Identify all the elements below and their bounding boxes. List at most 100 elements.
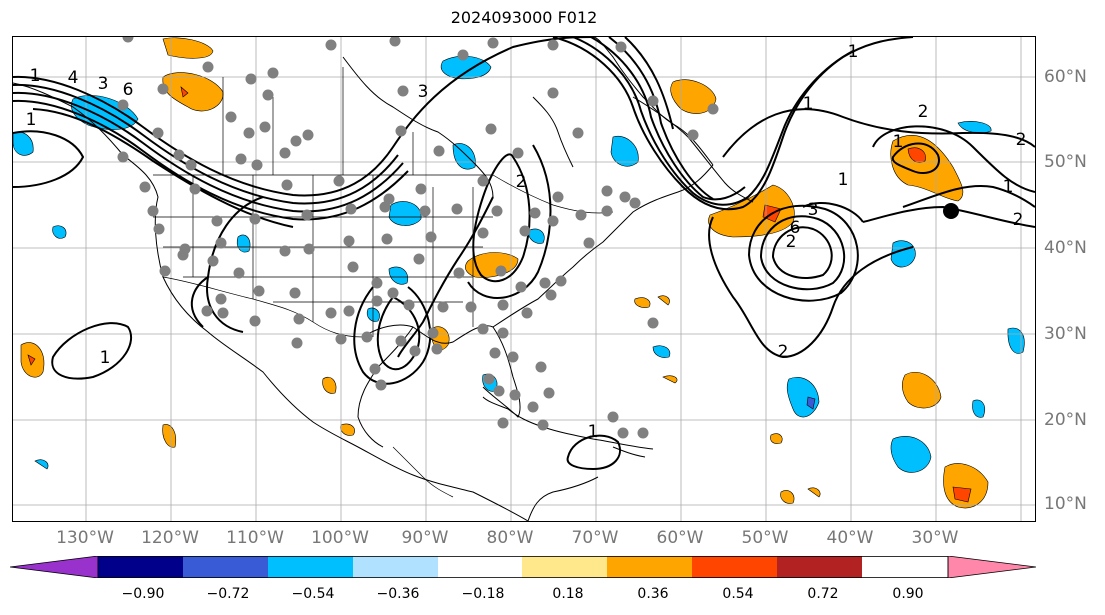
colorbar-segment: [438, 556, 522, 578]
station-marker: [413, 253, 425, 265]
gridlines: [13, 37, 1035, 521]
contour-label: 3: [418, 82, 429, 102]
longitude-label: 110°W: [226, 528, 284, 548]
station-marker: [381, 233, 393, 245]
contour-label: 2: [1016, 130, 1027, 150]
station-marker: [291, 337, 303, 349]
latitude-label: 30°N: [1044, 324, 1087, 344]
negative-shading: [13, 55, 1025, 473]
station-marker: [555, 275, 567, 287]
colorbar-tick-label: −0.54: [291, 586, 335, 602]
contour-label: 6: [123, 80, 134, 100]
colorbar-tick-label: 0.90: [892, 586, 924, 602]
station-marker: [202, 61, 214, 73]
station-marker: [437, 301, 449, 313]
station-marker: [453, 267, 465, 279]
station-marker: [152, 127, 164, 139]
colorbar-tick-label: 0.36: [637, 586, 669, 602]
colorbar-tick-label: −0.90: [121, 586, 165, 602]
station-marker: [225, 111, 237, 123]
station-marker: [343, 305, 355, 317]
colorbar-tick-label: −0.72: [206, 586, 250, 602]
station-marker: [361, 331, 373, 343]
longitude-label: 90°W: [401, 528, 449, 548]
station-marker: [325, 307, 337, 319]
station-marker: [507, 351, 519, 363]
contour-label: 1: [893, 132, 904, 152]
colorbar-segment: [183, 556, 268, 578]
colorbar-segment: [692, 556, 777, 578]
station-marker: [201, 305, 213, 317]
contour-label: 1: [838, 170, 849, 190]
station-marker: [485, 123, 497, 135]
contour-label: 6: [790, 218, 801, 238]
longitude-label: 40°W: [826, 528, 874, 548]
colorbar-segment: [522, 556, 607, 578]
station-marker: [185, 159, 197, 171]
station-marker: [375, 379, 387, 391]
station-marker: [335, 333, 347, 345]
contour-label: 2: [1013, 210, 1024, 230]
station-marker: [259, 121, 271, 133]
station-marker: [279, 245, 291, 257]
station-marker: [575, 209, 587, 221]
station-marker: [117, 151, 129, 163]
station-marker: [509, 389, 521, 401]
colorbar-tick-label: −0.36: [376, 586, 420, 602]
colorbar: [10, 556, 1036, 578]
colorbar-tick-label: −0.18: [461, 586, 505, 602]
station-marker: [512, 147, 524, 159]
colorbar-segment: [353, 556, 438, 578]
station-marker: [303, 243, 315, 255]
colorbar-segment: [777, 556, 862, 578]
station-marker: [493, 385, 505, 397]
station-marker: [431, 343, 443, 355]
contour-label: 1: [1003, 177, 1014, 197]
station-marker: [251, 159, 263, 171]
station-marker: [647, 95, 659, 107]
contour-label: 1: [100, 348, 111, 368]
station-marker: [371, 277, 383, 289]
station-marker: [279, 147, 291, 159]
colorbar-extend-min: [10, 556, 99, 578]
station-marker: [117, 99, 129, 111]
latitude-label: 20°N: [1044, 410, 1087, 430]
station-marker: [521, 307, 533, 319]
longitude-label: 30°W: [911, 528, 959, 548]
station-marker: [415, 183, 427, 195]
station-marker: [495, 265, 507, 277]
station-marker: [139, 181, 151, 193]
station-marker: [519, 225, 531, 237]
station-marker: [515, 281, 527, 293]
station-marker: [249, 315, 261, 327]
colorbar-tick-label: 0.18: [552, 586, 584, 602]
longitude-label: 130°W: [56, 528, 114, 548]
contour-lines: [13, 37, 1035, 471]
station-marker: [215, 293, 227, 305]
station-marker: [281, 179, 293, 191]
colorbar-tick-label: 0.72: [807, 586, 839, 602]
station-marker: [529, 207, 541, 219]
station-marker: [177, 249, 189, 261]
station-marker: [451, 203, 463, 215]
station-marker: [245, 73, 257, 85]
station-marker: [397, 85, 409, 97]
station-marker: [157, 83, 169, 95]
station-marker: [537, 419, 549, 431]
station-marker: [302, 129, 314, 141]
station-marker: [601, 185, 613, 197]
station-marker: [543, 387, 555, 399]
contour-label: 1: [588, 422, 599, 442]
contour-label: 3: [808, 200, 819, 220]
contour-label: 2: [516, 172, 527, 192]
colorbar-segment: [98, 556, 183, 578]
colorbar-tick-label: 0.54: [722, 586, 754, 602]
station-marker: [207, 255, 219, 267]
station-marker: [615, 41, 627, 53]
station-marker: [607, 411, 619, 423]
station-marker: [409, 345, 421, 357]
station-marker: [243, 127, 255, 139]
station-marker: [395, 335, 407, 347]
station-marker: [379, 201, 391, 213]
